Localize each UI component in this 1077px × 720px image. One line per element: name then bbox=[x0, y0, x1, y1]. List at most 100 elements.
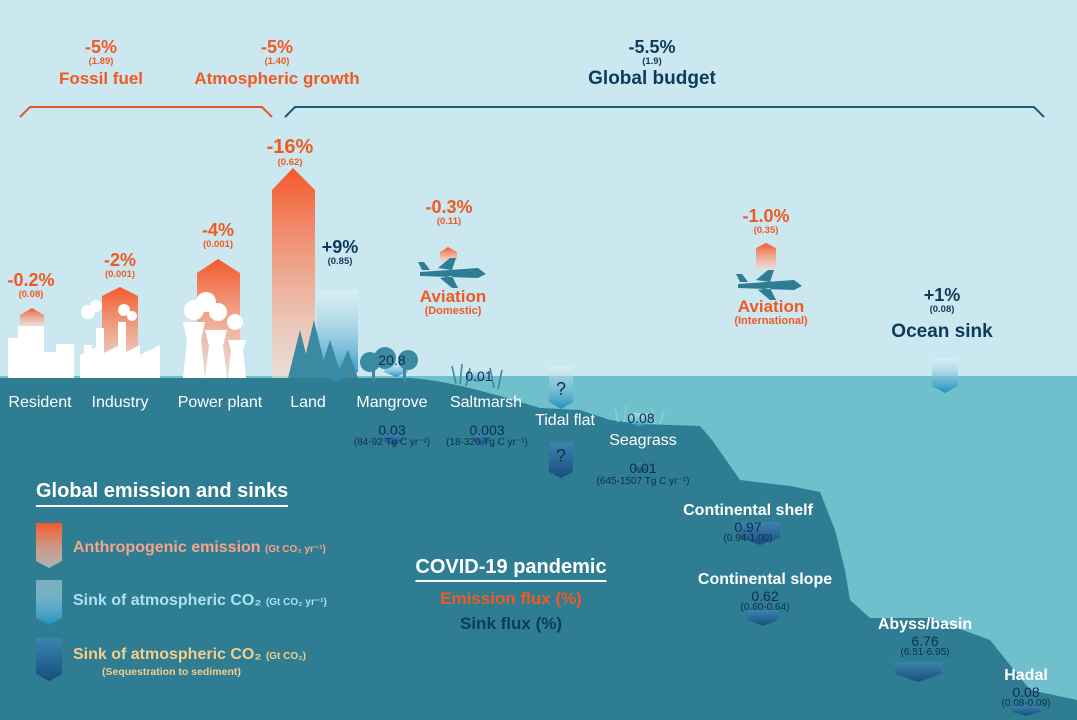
power-value: (0.001) bbox=[202, 238, 234, 250]
ocean-label: Ocean sink bbox=[891, 320, 993, 342]
saltmarsh-sink: 0.01 bbox=[465, 368, 493, 384]
saltmarsh-label: Saltmarsh bbox=[449, 394, 523, 411]
shelf-label: Continental shelf bbox=[683, 502, 813, 519]
shelf-value: 0.97 bbox=[734, 518, 762, 535]
shelf-range: (0.94-1.00) bbox=[723, 533, 773, 545]
aviation-int-sub: (International) bbox=[734, 314, 808, 327]
seagrass-seq: 0.01 bbox=[629, 460, 657, 476]
ocean-pct: +1% bbox=[923, 285, 961, 305]
tidal-sink: ? bbox=[555, 379, 567, 399]
saltmarsh-seq: 0.003 bbox=[469, 422, 505, 438]
aviation-dom-value: (0.11) bbox=[436, 215, 462, 227]
saltmarsh-range: (18-320 Tg C yr⁻¹) bbox=[446, 437, 528, 448]
mangrove-sink: 20.8 bbox=[378, 352, 406, 368]
atmos-summary: -5% (1.40) Atmospheric growth bbox=[194, 38, 359, 88]
ocean-value: (0.08) bbox=[929, 303, 955, 315]
covid-emission: Emission flux (%) bbox=[440, 589, 582, 608]
abyss-range: (6.51-6.95) bbox=[900, 647, 950, 659]
industry-emission: -2% (0.001) bbox=[104, 251, 136, 280]
aviation-dom-sub: (Domestic) bbox=[424, 304, 482, 317]
land-pct: -16% bbox=[266, 136, 314, 158]
atmos-value: (1.40) bbox=[264, 55, 290, 67]
land-trees bbox=[288, 320, 358, 378]
aviation-int-arrow bbox=[756, 243, 776, 270]
aviation-dom-pct: -0.3% bbox=[425, 197, 473, 217]
hadal-range: (0.08-0.09) bbox=[1001, 698, 1051, 710]
land-value: (0.62) bbox=[277, 157, 303, 168]
aviation-dom-emission: -0.3% (0.11) bbox=[425, 198, 472, 227]
atmos-label: Atmospheric growth bbox=[194, 68, 360, 88]
ocean-sink: +1% (0.08) Ocean sink bbox=[891, 286, 992, 342]
resident-pct: -0.2% bbox=[7, 270, 55, 290]
fossil-value: (1.89) bbox=[88, 55, 114, 67]
industry-pct: -2% bbox=[103, 250, 137, 270]
land-emission-arrow bbox=[272, 168, 315, 378]
tidal-sink-arrow bbox=[549, 366, 573, 409]
budget-value: (1.9) bbox=[642, 55, 662, 67]
atmos-pct: -5% bbox=[260, 37, 294, 57]
saltmarsh-sink-arrow bbox=[466, 368, 490, 382]
aviation-dom-name: Aviation bbox=[419, 287, 487, 306]
hadal-seq-arrow bbox=[1012, 705, 1040, 716]
legend-seq: Sink of atmospheric CO₂ (Gt CO₂) bbox=[73, 646, 306, 664]
mangrove-trees bbox=[360, 347, 418, 382]
tidal-seq-arrow bbox=[549, 442, 573, 478]
plane-domestic-icon bbox=[418, 258, 486, 288]
land-sink-pct: +9% bbox=[321, 237, 359, 257]
land-label: Land bbox=[290, 394, 326, 411]
industry-label: Industry bbox=[91, 394, 149, 411]
legend-seq-sub: (Sequestration to sediment) bbox=[102, 666, 241, 678]
land-emission: -16% (0.62) bbox=[267, 137, 314, 168]
slope-range: (0.60-0.64) bbox=[740, 602, 790, 614]
resident-arrow bbox=[20, 308, 44, 326]
resident-buildings bbox=[8, 326, 74, 378]
tidal-label: Tidal flat bbox=[535, 412, 595, 429]
shelf-seq-arrow bbox=[740, 522, 780, 545]
aviation-int-name: Aviation bbox=[737, 297, 805, 316]
budget-pct: -5.5% bbox=[628, 37, 676, 57]
budget-summary: -5.5% (1.9) Global budget bbox=[588, 38, 716, 89]
resident-value: (0.08) bbox=[18, 288, 44, 300]
legend-emission-unit: (Gt CO₂ yr⁻¹) bbox=[265, 544, 326, 555]
land-sink-value: (0.85) bbox=[327, 255, 353, 267]
plane-international-icon bbox=[736, 270, 802, 300]
seagrass-sink: 0.08 bbox=[627, 410, 655, 426]
aviation-int-pct: -1.0% bbox=[742, 206, 790, 226]
slope-label: Continental slope bbox=[697, 571, 833, 588]
land-sink: +9% (0.85) bbox=[322, 238, 359, 267]
industry-factories bbox=[80, 300, 160, 378]
land-seabed bbox=[0, 378, 1077, 720]
mangrove-range: (84-92 Tg C yr⁻¹) bbox=[353, 437, 431, 448]
legend-sink-unit: (Gt CO₂ yr⁻¹) bbox=[265, 597, 327, 608]
power-pct: -4% bbox=[201, 220, 235, 240]
slope-value: 0.62 bbox=[751, 587, 779, 604]
slope-block: Continental slope 0.62 (0.60-0.64) bbox=[697, 571, 833, 614]
covid-title: COVID-19 pandemic bbox=[415, 557, 607, 582]
seagrass-seq-arrow bbox=[633, 463, 647, 473]
legend-seq-unit: (Gt CO₂) bbox=[265, 651, 306, 662]
legend-title: Global emission and sinks bbox=[36, 480, 289, 507]
hadal-block: Hadal 0.08 (0.08-0.09) bbox=[1001, 667, 1051, 710]
resident-label: Resident bbox=[8, 394, 72, 411]
legend-sink-swatch bbox=[36, 580, 62, 625]
abyss-label: Abyss/basin bbox=[877, 616, 973, 633]
seagrass-blades bbox=[614, 405, 665, 425]
mangrove-seq-arrow bbox=[383, 434, 403, 445]
fossil-summary: -5% (1.89) Fossil fuel bbox=[59, 38, 143, 88]
resident-emission: -0.2% (0.08) bbox=[7, 271, 54, 300]
legend-sink-label: Sink of atmospheric CO₂ bbox=[73, 592, 262, 609]
fossil-pct: -5% bbox=[84, 37, 118, 57]
budget-label: Global budget bbox=[588, 67, 716, 89]
hadal-value: 0.08 bbox=[1012, 683, 1040, 700]
slope-seq-arrow bbox=[748, 610, 778, 626]
fossil-bracket bbox=[19, 106, 273, 118]
aviation-int-emission: -1.0% (0.35) bbox=[742, 207, 789, 236]
industry-value: (0.001) bbox=[104, 268, 136, 280]
mangrove-label: Mangrove bbox=[356, 394, 428, 411]
aviation-int-label: Aviation (International) bbox=[734, 298, 807, 327]
seagrass-range: (645-1507 Tg C yr⁻¹) bbox=[596, 476, 690, 487]
mangrove-seq: 0.03 bbox=[378, 422, 406, 438]
budget-bracket bbox=[284, 106, 1045, 118]
